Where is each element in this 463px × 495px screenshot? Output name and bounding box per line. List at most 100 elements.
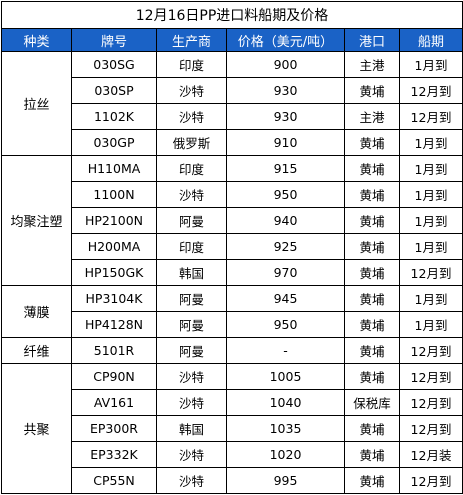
- shipment-cell: 1月到: [398, 233, 463, 260]
- producer-cell: 沙特: [156, 77, 227, 104]
- grade-cell: 1100N: [71, 181, 157, 208]
- grade-cell: HP150GK: [71, 259, 157, 286]
- shipment-cell: 12月到: [398, 363, 463, 390]
- category-cell: 共聚: [1, 363, 72, 494]
- table-row: EP332K 沙特 1020 黄埔 12月装: [2, 441, 463, 468]
- table-row: 纤维 5101R 阿曼 - 黄埔 12月到: [1, 337, 463, 364]
- shipment-cell: 1月到: [398, 155, 463, 182]
- shipment-cell: 1月到: [398, 285, 463, 312]
- port-cell: 黄埔: [344, 363, 400, 390]
- port-cell: 黄埔: [344, 77, 400, 104]
- price-cell: 900: [226, 51, 345, 78]
- grade-cell: 030SG: [71, 51, 157, 78]
- producer-cell: 沙特: [156, 441, 227, 468]
- category-cell: 薄膜: [1, 285, 72, 338]
- price-cell: 970: [226, 259, 345, 286]
- producer-cell: 阿曼: [156, 207, 227, 234]
- shipment-cell: 12月到: [398, 259, 463, 286]
- table-row: 共聚 CP90N 沙特 1005 黄埔 12月到: [1, 363, 463, 494]
- producer-cell: 阿曼: [156, 311, 227, 338]
- table-row: 030SP 沙特 930 黄埔 12月到: [2, 77, 463, 104]
- grade-cell: 1102K: [71, 103, 157, 130]
- shipment-cell: 1月到: [398, 181, 463, 208]
- shipment-cell: 1月到: [398, 51, 463, 78]
- table-body: 拉丝 030SG 印度 900 主港 1月到 030SP 沙特 930 黄埔 12月到 1102K 沙特…: [1, 51, 463, 494]
- port-cell: 黄埔: [344, 207, 400, 234]
- table-row: CP55N 沙特 995 黄埔 12月到: [2, 467, 463, 494]
- header-port: 港口: [344, 28, 400, 52]
- port-cell: 黄埔: [344, 441, 400, 468]
- producer-cell: 沙特: [156, 181, 227, 208]
- table-row: HP150GK 韩国 970 黄埔 12月到: [2, 259, 463, 286]
- shipment-cell: 12月到: [398, 337, 463, 364]
- header-grade: 牌号: [71, 28, 157, 52]
- price-cell: 950: [226, 311, 345, 338]
- price-cell: 1040: [226, 389, 345, 416]
- shipment-cell: 1月到: [398, 129, 463, 156]
- price-cell: 940: [226, 207, 345, 234]
- header-category: 种类: [1, 28, 72, 52]
- port-cell: 黄埔: [344, 155, 400, 182]
- price-cell: 925: [226, 233, 345, 260]
- grade-cell: CP55N: [71, 467, 157, 494]
- table-row: 拉丝 030SG 印度 900 主港 1月到: [1, 51, 463, 156]
- table-row: 1100N 沙特 950 黄埔 1月到: [2, 181, 463, 208]
- price-cell: -: [226, 337, 345, 364]
- header-row: 种类 牌号 生产商 价格（美元/吨） 港口 船期: [1, 28, 463, 52]
- price-cell: 910: [226, 129, 345, 156]
- producer-cell: 沙特: [156, 103, 227, 130]
- port-cell: 主港: [344, 51, 400, 78]
- port-cell: 黄埔: [344, 285, 400, 312]
- producer-cell: 沙特: [156, 363, 227, 390]
- table-row: EP300R 韩国 1035 黄埔 12月到: [2, 415, 463, 442]
- port-cell: 主港: [344, 103, 400, 130]
- table-row: 薄膜 HP3104K 阿曼 945 黄埔 1月到: [1, 285, 463, 338]
- price-cell: 1035: [226, 415, 345, 442]
- shipment-cell: 12月到: [398, 467, 463, 494]
- producer-cell: 俄罗斯: [156, 129, 227, 156]
- table-row: 1102K 沙特 930 主港 12月到: [2, 103, 463, 130]
- price-cell: 1020: [226, 441, 345, 468]
- port-cell: 黄埔: [344, 311, 400, 338]
- port-cell: 保税库: [344, 389, 400, 416]
- grade-cell: CP90N: [71, 363, 157, 390]
- category-cell: 均聚注塑: [1, 155, 72, 286]
- producer-cell: 阿曼: [156, 285, 227, 312]
- price-cell: 930: [226, 103, 345, 130]
- grade-cell: HP3104K: [71, 285, 157, 312]
- header-shipment: 船期: [398, 28, 463, 52]
- grade-cell: 030SP: [71, 77, 157, 104]
- shipment-cell: 1月到: [398, 311, 463, 338]
- table-row: HP4128N 阿曼 950 黄埔 1月到: [2, 311, 463, 338]
- category-cell: 纤维: [1, 337, 72, 364]
- grade-cell: 030GP: [71, 129, 157, 156]
- shipment-cell: 12月到: [398, 389, 463, 416]
- grade-cell: H110MA: [71, 155, 157, 182]
- port-cell: 黄埔: [344, 181, 400, 208]
- category-cell: 拉丝: [1, 51, 72, 156]
- price-cell: 930: [226, 77, 345, 104]
- producer-cell: 印度: [156, 155, 227, 182]
- grade-cell: EP332K: [71, 441, 157, 468]
- grade-cell: HP2100N: [71, 207, 157, 234]
- port-cell: 黄埔: [344, 337, 400, 364]
- port-cell: 黄埔: [344, 233, 400, 260]
- port-cell: 黄埔: [344, 129, 400, 156]
- grade-cell: HP4128N: [71, 311, 157, 338]
- price-cell: 1005: [226, 363, 345, 390]
- table-row: AV161 沙特 1040 保税库 12月到: [2, 389, 463, 416]
- table-row: 均聚注塑 H110MA 印度 915 黄埔 1月到: [1, 155, 463, 286]
- grade-cell: AV161: [71, 389, 157, 416]
- price-cell: 945: [226, 285, 345, 312]
- producer-cell: 印度: [156, 233, 227, 260]
- producer-cell: 韩国: [156, 259, 227, 286]
- port-cell: 黄埔: [344, 467, 400, 494]
- price-cell: 995: [226, 467, 345, 494]
- producer-cell: 沙特: [156, 467, 227, 494]
- shipment-cell: 12月到: [398, 415, 463, 442]
- header-producer: 生产商: [156, 28, 227, 52]
- producer-cell: 韩国: [156, 415, 227, 442]
- price-cell: 950: [226, 181, 345, 208]
